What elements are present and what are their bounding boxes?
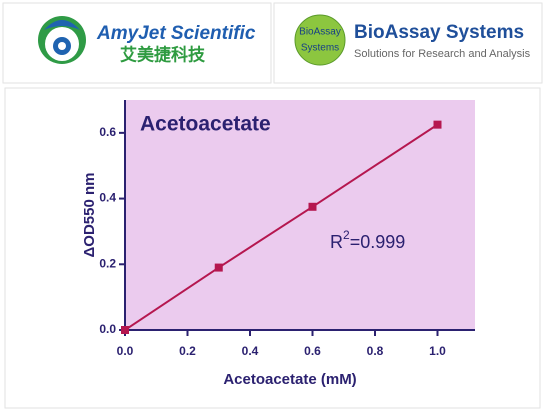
x-axis-label: Acetoacetate (mM) — [223, 371, 356, 388]
data-point — [433, 120, 442, 129]
bioassay-badge — [294, 14, 346, 66]
r-squared-base: R — [330, 232, 343, 252]
y-tick-label: 0.2 — [99, 256, 116, 270]
x-tick-label: 0.6 — [304, 344, 321, 358]
chart: Acetoacetate 0.0 0.2 0.4 0.6 0.0 0.2 0.4 0.6 0.8 1… — [81, 100, 475, 388]
amyjet-name: AmyJet Scientific — [96, 23, 256, 44]
badge-line: BioAssay — [299, 27, 341, 38]
y-axis-label: ΔOD550 nm — [81, 173, 98, 258]
bioassay-name: BioAssay Systems — [354, 22, 524, 43]
data-point — [214, 263, 223, 272]
data-point — [308, 202, 317, 211]
y-tick-label: 0.6 — [99, 125, 116, 139]
x-tick-label: 1.0 — [429, 344, 446, 358]
y-tick-label: 0.4 — [99, 191, 116, 205]
x-tick-label: 0.4 — [242, 344, 259, 358]
r-squared: R2=0.999 — [330, 228, 405, 252]
badge-line: Systems — [301, 43, 339, 54]
r-squared-rest: =0.999 — [350, 232, 406, 252]
x-tick-label: 0.2 — [179, 344, 196, 358]
amyjet-icon — [38, 16, 86, 64]
r-squared-sup: 2 — [343, 228, 350, 242]
x-tick-label: 0.0 — [117, 344, 134, 358]
bioassay-tagline: Solutions for Research and Analysis — [354, 48, 531, 60]
series-line — [124, 123, 439, 331]
amyjet-subname: 艾美捷科技 — [120, 44, 206, 64]
chart-title: Acetoacetate — [140, 113, 271, 136]
data-point — [121, 326, 129, 334]
x-tick-label: 0.8 — [367, 344, 384, 358]
y-tick-label: 0.0 — [99, 322, 116, 336]
